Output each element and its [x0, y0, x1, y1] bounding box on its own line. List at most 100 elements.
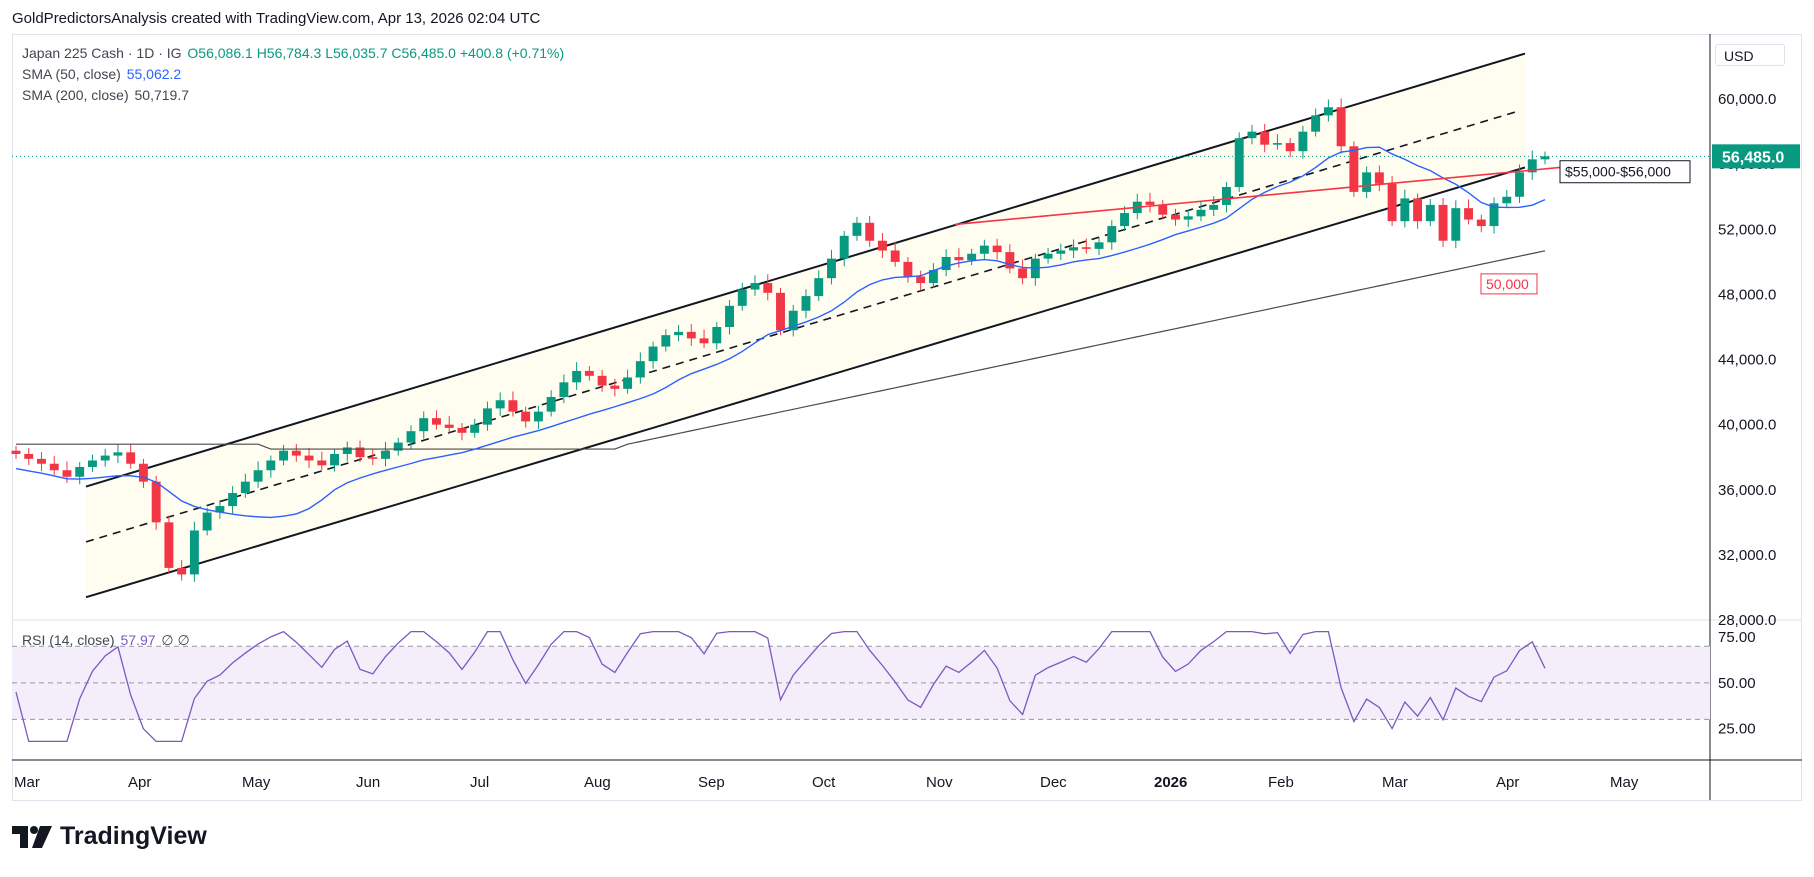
candle-body — [11, 450, 21, 454]
rsi-line — [15, 630, 1546, 743]
candle-body — [1272, 143, 1282, 145]
candle-body — [1018, 268, 1028, 279]
candle-body — [304, 455, 314, 461]
x-tick-label: Oct — [812, 774, 836, 791]
candle-body — [1183, 216, 1193, 220]
candle-body — [470, 424, 480, 433]
x-tick-label: Apr — [1496, 774, 1519, 791]
candle-body — [674, 331, 684, 336]
candle-body — [1476, 219, 1486, 227]
symbol-name: Japan 225 Cash · 1D · IG — [22, 45, 182, 61]
candle-body — [788, 310, 798, 331]
candle-body — [189, 530, 199, 575]
candle-body — [737, 289, 747, 306]
channel-mid-line — [85, 111, 1516, 543]
candle-body — [623, 377, 633, 389]
candle-body — [546, 396, 556, 412]
y-tick-label: 60,000.0 — [1718, 91, 1776, 108]
candle-body — [852, 222, 862, 236]
candle-body — [1349, 146, 1359, 192]
candle-body — [24, 453, 34, 459]
candle-body — [686, 331, 696, 339]
candle-body — [87, 460, 97, 467]
candle-body — [1209, 204, 1219, 210]
candle-body — [406, 431, 416, 443]
brand-name: TradingView — [60, 822, 207, 850]
candle-body — [776, 292, 785, 331]
currency-selector[interactable]: USD — [1715, 44, 1785, 66]
candle-body — [877, 240, 887, 251]
candle-body — [291, 450, 301, 456]
candle-body — [202, 512, 212, 531]
candle-body — [559, 382, 569, 397]
candle-body — [49, 463, 59, 471]
candle-body — [177, 567, 187, 575]
x-tick-label: Mar — [1382, 774, 1408, 791]
candle-body — [1298, 131, 1308, 152]
candle-body — [1234, 138, 1244, 188]
candle-body — [928, 270, 938, 284]
candle-body — [100, 455, 110, 461]
tradingview-logo-icon — [12, 825, 52, 848]
candle-body — [37, 458, 46, 464]
candle-body — [1120, 213, 1129, 227]
x-tick-label: Nov — [926, 774, 953, 791]
candle-body — [839, 235, 849, 259]
sma200-legend[interactable]: SMA (200, close) 50,719.7 — [22, 87, 189, 103]
channel-lower-line — [85, 166, 1526, 599]
candle-body — [151, 481, 161, 523]
candle-body — [279, 450, 289, 461]
tradingview-logo[interactable]: TradingView — [12, 822, 207, 851]
zone-label-text: $55,000-$56,000 — [1565, 164, 1671, 180]
candle-body — [1323, 107, 1333, 116]
candle-body — [1502, 196, 1512, 204]
candle-body — [827, 258, 836, 279]
x-tick-label: Aug — [584, 774, 611, 791]
candle-body — [266, 460, 276, 471]
candle-body — [253, 470, 263, 482]
sma200-label: SMA (200, close) — [22, 87, 129, 103]
y-tick-label: 52,000.0 — [1718, 221, 1776, 238]
candle-body — [1081, 247, 1091, 249]
candle-body — [482, 408, 492, 425]
candle-body — [648, 346, 658, 362]
candle-body — [381, 450, 390, 459]
candle-body — [228, 493, 238, 507]
candle-body — [954, 257, 964, 261]
x-tick-label: Mar — [14, 774, 40, 791]
candle-body — [126, 452, 136, 464]
candle-body — [1107, 226, 1117, 243]
candle-body — [979, 245, 989, 254]
rsi-legend[interactable]: RSI (14, close) 57.97 ∅ ∅ — [22, 632, 190, 649]
candle-body — [521, 411, 531, 422]
rsi-tick-label: 25.00 — [1718, 721, 1756, 738]
candle-body — [1413, 198, 1423, 222]
y-tick-label: 48,000.0 — [1718, 286, 1776, 303]
candle-body — [1069, 247, 1079, 251]
candle-body — [1527, 159, 1537, 173]
y-tick-label: 28,000.0 — [1718, 612, 1776, 629]
zone-label-box — [1559, 160, 1691, 184]
candle-body — [661, 335, 671, 347]
candle-body — [240, 481, 250, 494]
candle-body — [113, 452, 123, 456]
sma50-legend[interactable]: SMA (50, close) 55,062.2 — [22, 66, 181, 82]
support-label-text: 50,000 — [1486, 276, 1529, 292]
x-tick-label: Jun — [356, 774, 380, 791]
candle-body — [368, 457, 378, 459]
symbol-legend[interactable]: Japan 225 Cash · 1D · IG O56,086.1 H56,7… — [22, 45, 564, 61]
candle-body — [215, 506, 225, 513]
candle-body — [992, 245, 1002, 253]
channel-fill — [86, 53, 1525, 598]
candle-body — [712, 327, 722, 344]
candle-body — [355, 447, 365, 458]
candle-body — [508, 400, 518, 412]
candle-body — [1540, 156, 1550, 160]
candle-body — [916, 276, 926, 284]
chart-header: GoldPredictorsAnalysis created with Trad… — [12, 10, 541, 27]
candle-body — [1362, 172, 1372, 192]
candle-body — [342, 447, 352, 454]
candle-body — [1515, 172, 1524, 197]
candle-body — [635, 361, 645, 378]
